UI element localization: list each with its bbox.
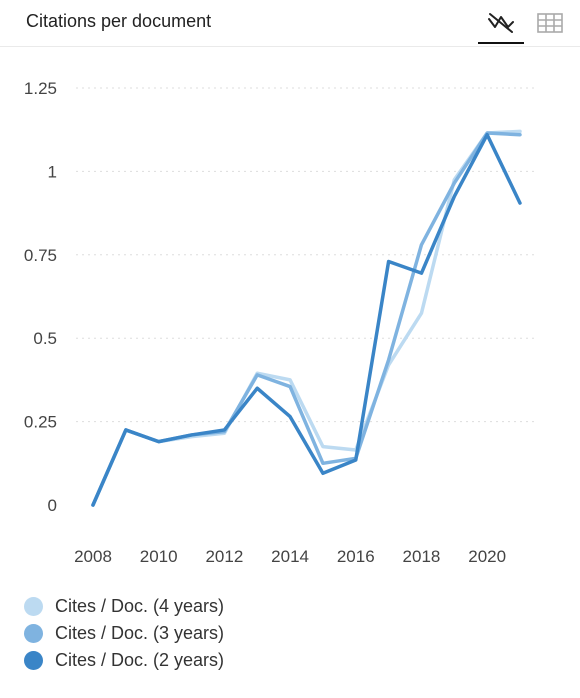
legend-label-4-years: Cites / Doc. (4 years) bbox=[55, 596, 225, 616]
legend-item-2-years[interactable]: Cites / Doc. (2 years) bbox=[24, 647, 224, 674]
x-tick-label: 2012 bbox=[205, 547, 243, 566]
y-tick-label: 0.75 bbox=[24, 246, 57, 265]
table-grid-icon bbox=[537, 13, 563, 33]
table-view-button[interactable] bbox=[528, 4, 574, 44]
y-tick-label: 1.25 bbox=[24, 79, 57, 98]
legend-item-3-years[interactable]: Cites / Doc. (3 years) bbox=[24, 620, 224, 647]
series-line-2 bbox=[91, 131, 522, 507]
x-tick-label: 2016 bbox=[337, 547, 375, 566]
series-line-1 bbox=[91, 129, 522, 507]
y-tick-label: 1 bbox=[48, 162, 57, 181]
x-tick-label: 2014 bbox=[271, 547, 309, 566]
y-tick-label: 0 bbox=[48, 496, 57, 515]
chart-view-button[interactable] bbox=[478, 4, 524, 44]
x-tick-label: 2008 bbox=[74, 547, 112, 566]
line-chart-icon bbox=[488, 13, 514, 33]
y-tick-label: 0.25 bbox=[24, 413, 57, 432]
legend-item-4-years[interactable]: Cites / Doc. (4 years) bbox=[24, 593, 224, 620]
legend: Cites / Doc. (4 years) Cites / Doc. (3 y… bbox=[24, 593, 224, 674]
line-chart: 0 0.25 0.5 0.75 1 1.25 2008 2010 2012 2014 2016 201… bbox=[24, 79, 538, 566]
legend-label-2-years: Cites / Doc. (2 years) bbox=[55, 650, 225, 670]
series-line-3 bbox=[91, 132, 522, 507]
x-tick-label: 2018 bbox=[403, 547, 441, 566]
legend-swatch-4-years bbox=[24, 597, 43, 616]
legend-swatch-3-years bbox=[24, 624, 43, 643]
legend-swatch-2-years bbox=[24, 651, 43, 670]
x-tick-label: 2010 bbox=[140, 547, 178, 566]
card-header: Citations per document bbox=[0, 0, 580, 47]
x-tick-label: 2020 bbox=[468, 547, 506, 566]
legend-label-3-years: Cites / Doc. (3 years) bbox=[55, 623, 225, 643]
y-tick-label: 0.5 bbox=[33, 329, 57, 348]
chart-title: Citations per document bbox=[26, 11, 212, 31]
